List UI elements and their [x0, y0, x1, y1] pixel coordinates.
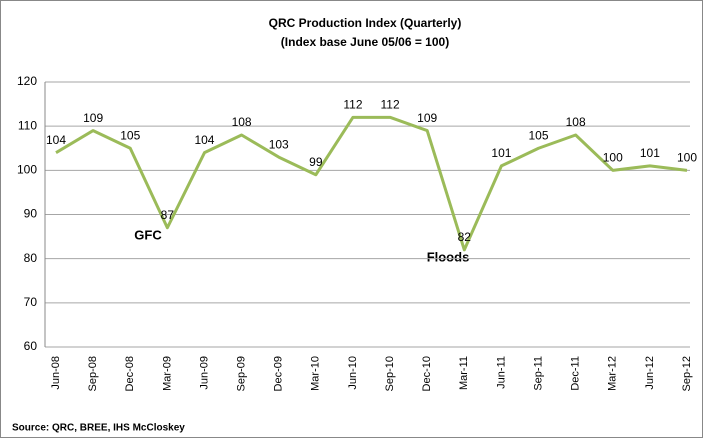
x-tick-label: Mar-12: [607, 356, 619, 391]
x-tick-label: Jun-12: [644, 356, 656, 390]
chart-subtitle: (Index base June 05/06 = 100): [281, 35, 449, 49]
data-label: 101: [491, 146, 511, 160]
x-tick-label: Dec-11: [570, 356, 582, 391]
annotation: Floods: [427, 249, 470, 264]
y-tick-label: 120: [17, 74, 37, 88]
data-label: 103: [269, 137, 289, 151]
y-tick-label: 70: [24, 295, 38, 309]
data-label: 104: [46, 133, 66, 147]
data-label: 109: [83, 111, 103, 125]
data-label: 108: [232, 115, 252, 129]
data-label: 105: [529, 128, 549, 142]
x-tick-label: Sep-12: [681, 356, 693, 391]
x-tick-label: Dec-08: [124, 356, 136, 391]
y-tick-label: 80: [24, 251, 38, 265]
y-tick-label: 110: [18, 118, 37, 132]
x-tick-label: Mar-09: [161, 356, 173, 391]
data-label: 101: [640, 146, 660, 160]
x-tick-label: Mar-10: [310, 356, 322, 391]
x-tick-label: Jun-10: [347, 356, 359, 390]
x-tick-label: Sep-10: [384, 356, 396, 391]
data-label: 99: [309, 155, 323, 169]
data-label: 100: [603, 151, 623, 165]
x-tick-label: Jun-09: [198, 356, 210, 390]
x-tick-label: Dec-10: [421, 356, 433, 391]
x-tick-label: Sep-09: [235, 356, 247, 391]
data-label: 109: [417, 111, 437, 125]
data-label: 100: [677, 151, 697, 165]
data-label: 108: [566, 115, 586, 129]
data-label: 112: [343, 98, 362, 112]
x-tick-label: Dec-09: [273, 356, 285, 391]
x-tick-label: Mar-11: [458, 356, 470, 390]
data-label: 105: [120, 128, 140, 142]
data-line: [55, 115, 688, 252]
annotation: GFC: [134, 227, 162, 242]
y-tick-label: 60: [24, 339, 38, 353]
x-tick-label: Jun-11: [495, 356, 507, 389]
chart-title: QRC Production Index (Quarterly): [269, 16, 462, 30]
data-label: 87: [161, 208, 175, 222]
x-tick-label: Sep-11: [532, 356, 544, 391]
data-label: 82: [458, 230, 472, 244]
source-note: Source: QRC, BREE, IHS McCloskey: [12, 423, 185, 434]
x-tick-label: Sep-08: [87, 356, 99, 391]
y-tick-label: 90: [24, 207, 38, 221]
data-label: 104: [194, 133, 214, 147]
x-tick-label: Jun-08: [50, 356, 62, 390]
data-label: 112: [380, 98, 399, 112]
y-tick-label: 100: [17, 163, 37, 177]
